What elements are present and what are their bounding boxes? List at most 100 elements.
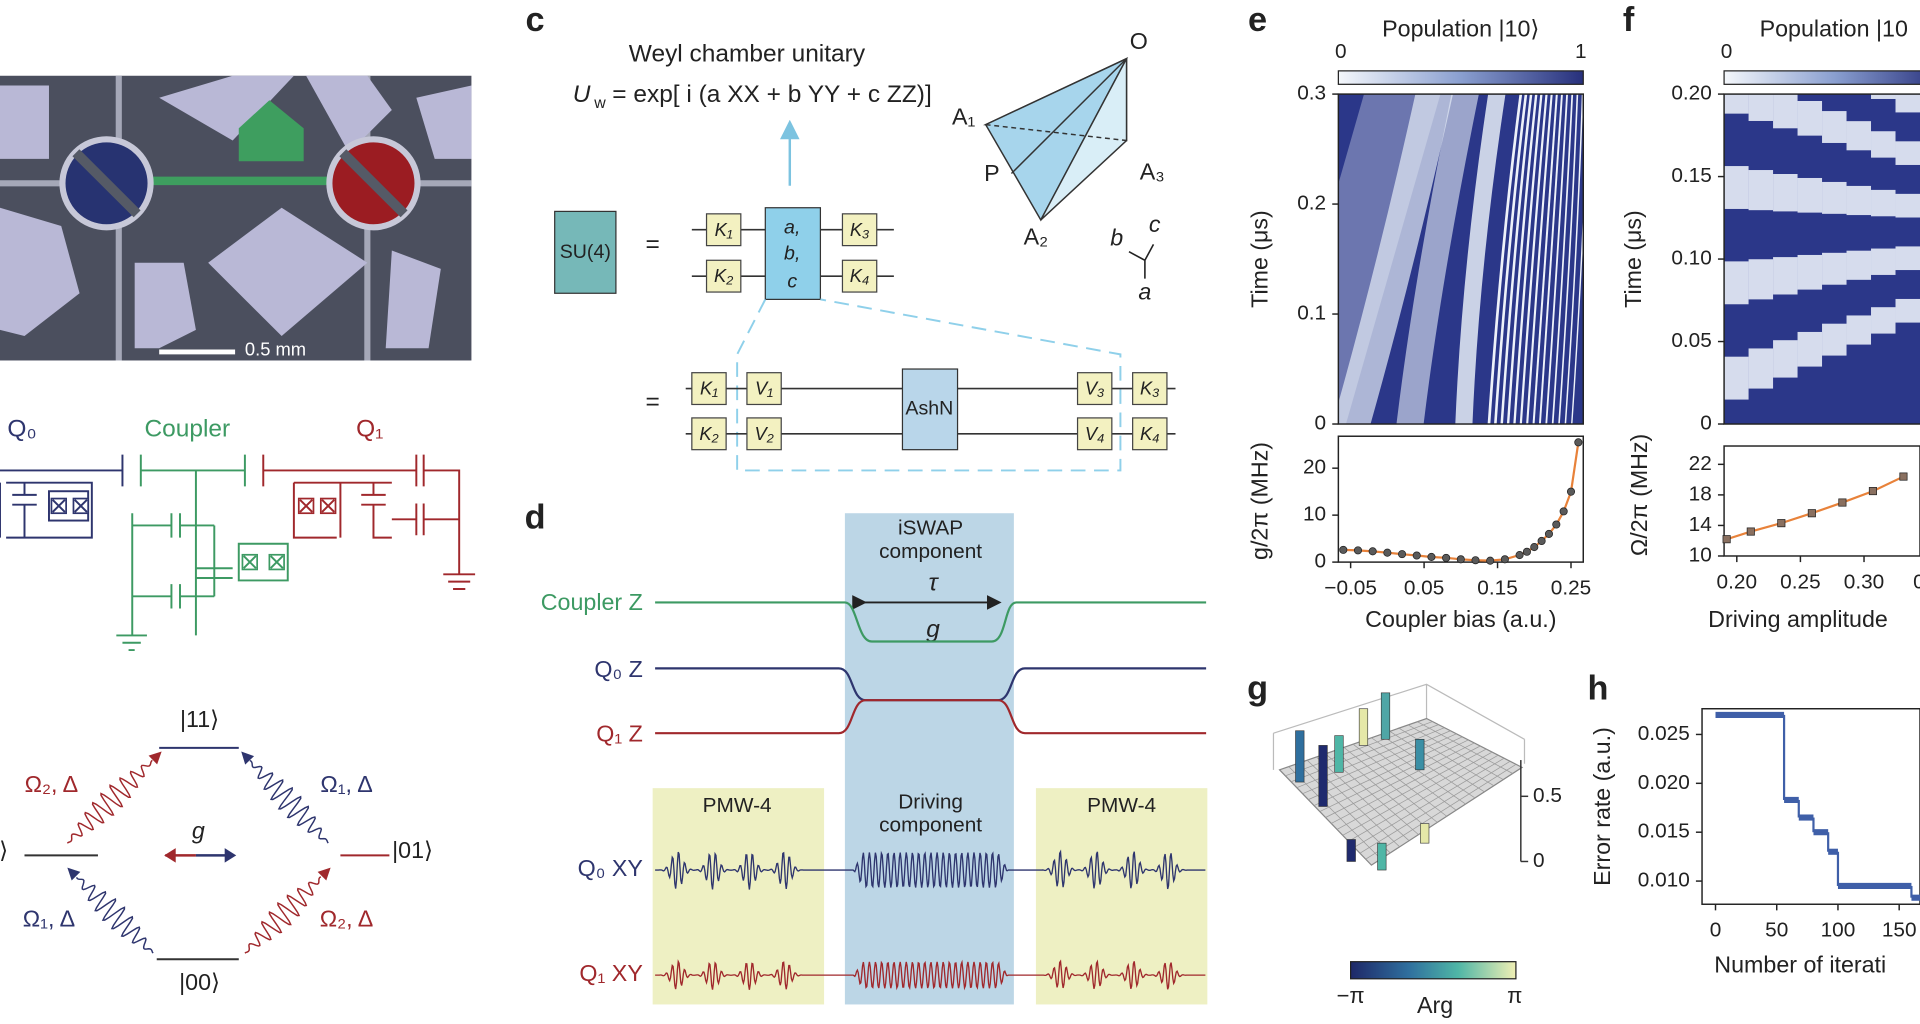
drive-arrowhead [241,751,255,765]
heatmap-fringe [1500,94,1533,425]
panel-label: d [525,498,546,536]
heatmap-cell [1748,94,1774,121]
tetra-face [1040,58,1128,221]
y-tick-label: 0.015 [1638,820,1690,843]
region-label: iSWAP [898,517,963,540]
marker [1544,529,1554,538]
y-axis-label: Time (μs) [1620,210,1646,308]
y-axis-label: Error rate (a.u.) [1589,727,1615,886]
heatmap-cell [1871,131,1896,158]
z-tick-label: 0 [1533,849,1545,872]
colorbar-tick: 0 [1335,40,1347,63]
bar-3d [1415,738,1425,771]
y-tick-label: 20 [1303,456,1326,479]
core-label: c [787,270,797,292]
formula: w [593,95,606,112]
chip-pad [0,85,49,159]
level-label: ⟩ [0,837,8,863]
x-tick-label: 0.25 [1780,570,1820,593]
channel-label: Coupler Z [541,589,643,615]
colorbar [1723,70,1920,85]
heatmap-cell [1773,94,1798,129]
heatmap-cell [1871,94,1896,99]
y-axis-label: g/2π (MHz) [1246,442,1272,560]
y-tick-label: 0 [1315,412,1327,435]
marker [1838,498,1847,507]
marker [1868,487,1877,496]
bar-3d [1380,692,1391,740]
scale-bar-label: 0.5 mm [245,339,306,360]
weyl-title: Weyl chamber unitary [629,40,866,67]
colorbar-title: Arg [1417,992,1453,1018]
vertex-label: A₁ [952,104,976,130]
y-tick-label: 0.05 [1671,329,1711,352]
marker [1777,519,1786,528]
drive-wave [66,759,153,844]
y-tick-label: 0 [1315,550,1327,573]
q1-z [655,699,1207,735]
vertex-label: O [1130,28,1148,54]
gate [1132,372,1168,406]
tetra-edge [985,123,1127,142]
heatmap-fringe [1494,94,1528,425]
marker [1746,527,1755,536]
heatmap [1338,94,1584,425]
heatmap-frame [1337,93,1584,425]
floor-grid [1325,742,1475,818]
su4-box [554,210,617,294]
ashn-label: AshN [905,398,953,420]
channel-label: Q₀ XY [578,855,643,881]
heatmap-cell [1822,181,1847,214]
formula: = exp[ i (a XX + b YY + c ZZ)] [612,81,932,108]
heatmap-fringe [1506,94,1538,425]
vertex-label: A₃ [1140,159,1165,185]
coupling-label: g [192,817,205,843]
x-tick-label: 0.15 [1477,576,1517,599]
panel-label: g [1247,669,1268,707]
axis-arrow [1128,244,1155,279]
channel-label: Q₁ XY [579,960,642,986]
heatmap-fringe [1538,94,1563,425]
heatmap-cell [1773,257,1798,295]
marker [1456,555,1465,564]
x-tick-label: 0.3 [1913,570,1920,593]
y-axis-label: Time (μs) [1246,210,1272,308]
gate [691,372,727,406]
qubit-gap [339,149,408,218]
marker [1442,553,1451,562]
level-label: |00⟩ [179,969,220,995]
bar-3d [1295,730,1305,783]
drive-wave [75,876,154,954]
floor-grid [1342,751,1493,836]
plot-frame [1337,435,1584,563]
circuit-label: Q₁ [356,416,383,443]
gate [1132,417,1168,451]
heatmap-cell [1822,111,1847,143]
region-label: Driving [898,790,963,813]
floor-grid [1348,754,1499,842]
arrowhead [164,848,176,863]
heatmap-cell [1846,121,1872,151]
x-tick-label: 100 [1821,919,1856,942]
heatmap-fringe [1545,94,1569,425]
pmw-region [1035,788,1208,1005]
y-tick-label: 0.15 [1671,164,1711,187]
g-label: g [926,616,940,643]
coupler-pad [238,100,304,162]
x-tick-label: 0.20 [1717,570,1757,593]
y-tick-label: 10 [1303,503,1326,526]
x-tick-label: 0.25 [1551,576,1591,599]
heatmap-fringe [1571,204,1584,425]
heatmap-cell [1797,254,1823,290]
gate-label: K₃ [850,219,870,240]
gate [841,213,878,247]
marker [1368,547,1377,556]
x-tick-label: 50 [1765,919,1788,942]
su4-label: SU(4) [560,241,611,263]
heatmap-cell [1846,315,1872,345]
gate-label: K₄ [850,265,870,286]
chip-pad [159,75,294,141]
gate [705,259,742,293]
heatmap [1724,94,1920,425]
